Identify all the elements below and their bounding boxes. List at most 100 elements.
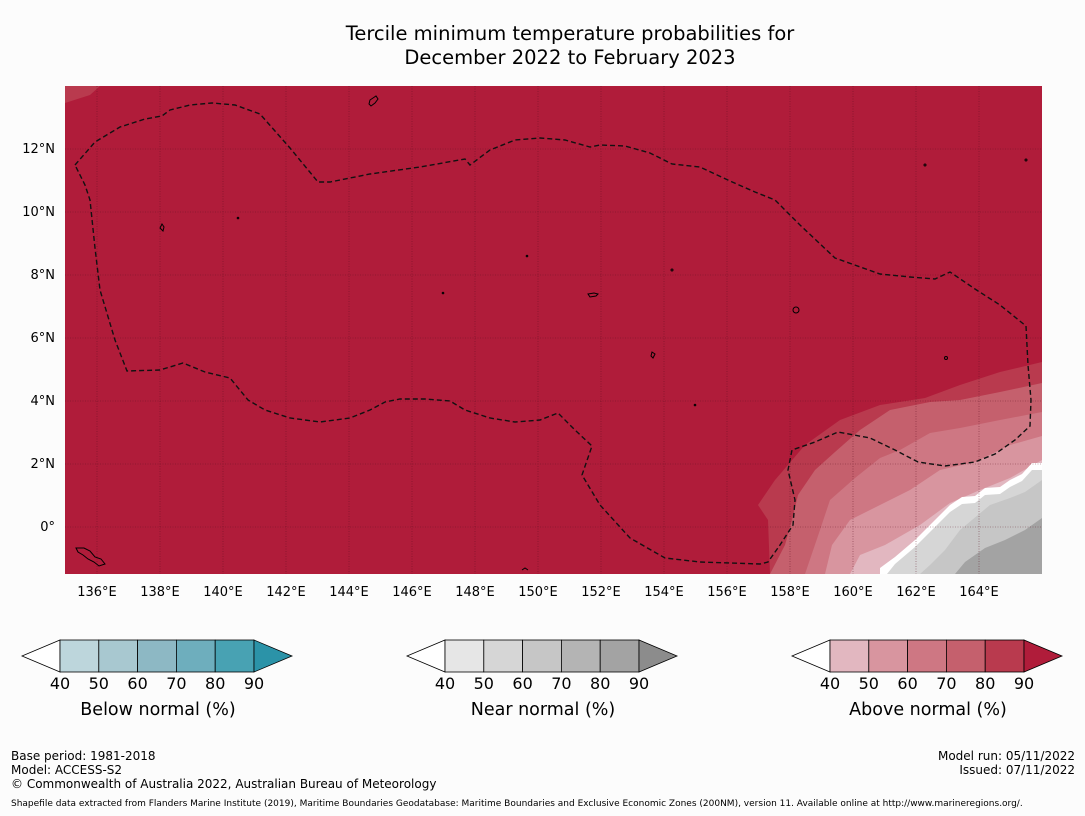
lon-label: 138°E [140,585,180,600]
colorbar-extend-high [253,639,294,673]
lon-label: 154°E [644,585,684,600]
lon-label: 150°E [518,585,558,600]
chart-title: Tercile minimum temperature probabilitie… [60,22,1080,70]
lon-label: 164°E [959,585,999,600]
colorbar-segment [483,639,524,673]
colorbar-below-normal: 40 50 60 70 80 90 [20,639,294,693]
colorbar-segment [560,639,601,673]
colorbar-tick-label: 70 [936,674,956,693]
island [159,223,165,232]
lat-label: 0° [40,520,55,535]
colorbar-tick-label: 60 [127,674,147,693]
lon-label: 156°E [707,585,747,600]
colorbar-tick-label: 40 [820,674,840,693]
colorbar-segment [599,639,640,673]
footer-right: Model run: 05/11/2022 Issued: 07/11/2022 [938,749,1075,777]
below-normal-label: Below normal (%) [80,700,236,720]
island [75,547,106,567]
copyright: © Commonwealth of Australia 2022, Austra… [11,777,437,791]
longitude-labels: 136°E 138°E 140°E 142°E 144°E 146°E 148°… [77,585,999,600]
island [441,291,445,295]
colorbar-tick-label: 80 [975,674,995,693]
lon-label: 136°E [77,585,117,600]
island [792,306,800,314]
colorbar-segment [945,639,986,673]
island [587,292,599,298]
lon-label: 162°E [896,585,936,600]
above-normal-80-patch [65,86,100,103]
shapefile-attribution: Shapefile data extracted from Flanders M… [11,799,1023,809]
colorbar-tick-label: 70 [551,674,571,693]
colorbar-tick-label: 70 [166,674,186,693]
title-line-2: December 2022 to February 2023 [404,46,736,69]
colorbar-extend-high [1023,639,1064,673]
lon-label: 146°E [392,585,432,600]
lon-label: 140°E [203,585,243,600]
colorbar-segment [59,639,100,673]
issued-date: Issued: 07/11/2022 [959,763,1075,777]
colorbar-tick-label: 50 [859,674,879,693]
model-run: Model run: 05/11/2022 [937,749,1075,763]
colorbar-tick-label: 80 [590,674,610,693]
colorbar-tick-label: 50 [474,674,494,693]
near-normal-label: Near normal (%) [470,700,616,720]
lat-label: 10°N [22,205,55,220]
island [525,254,529,258]
colorbar-segment [522,639,562,673]
colorbar-segment [907,639,947,673]
island [923,163,927,167]
lat-label: 2°N [31,457,56,472]
colorbar-extend-low [790,639,831,673]
model-name: Model: ACCESS-S2 [11,763,123,777]
colorbar-tick-label: 90 [1014,674,1034,693]
lon-label: 160°E [833,585,873,600]
island [670,268,674,272]
colorbar-tick-label: 90 [244,674,264,693]
lat-label: 8°N [31,268,56,283]
colorbar-tick-label: 40 [435,674,455,693]
colorbar-segment [984,639,1025,673]
probability-map: 12°N 10°N 8°N 6°N 4°N 2°N 0° 136°E 138°E… [22,86,1042,600]
graticule [65,86,1042,574]
island [521,567,529,571]
colorbar-near-normal: 40 50 60 70 80 90 [405,639,679,693]
colorbar-segment [829,639,870,673]
lon-label: 148°E [455,585,495,600]
island [693,403,697,407]
colorbar-segment [214,639,255,673]
lon-label: 142°E [266,585,306,600]
near-normal-80-region [955,518,1042,574]
lat-label: 4°N [31,394,56,409]
lon-label: 158°E [770,585,810,600]
colorbar-segment [137,639,177,673]
island [944,356,948,360]
colorbar-segment [444,639,485,673]
eez-boundary-dashed [74,102,1032,565]
colorbar-segment [98,639,139,673]
colorbar-tick-label: 40 [50,674,70,693]
island [236,216,240,220]
island [1024,158,1028,162]
colorbar-tick-label: 90 [629,674,649,693]
colorbar-above-normal: 40 50 60 70 80 90 [790,639,1064,693]
island [368,95,379,107]
colorbar-extend-low [20,639,61,673]
lat-label: 6°N [31,331,56,346]
colorbar-extend-high [638,639,679,673]
colorbar-tick-label: 80 [205,674,225,693]
latitude-labels: 12°N 10°N 8°N 6°N 4°N 2°N 0° [22,142,55,535]
lon-label: 144°E [329,585,369,600]
footer-left: Base period: 1981-2018 Model: ACCESS-S2 … [11,749,436,791]
colorbar-segment [868,639,909,673]
title-line-1: Tercile minimum temperature probabilitie… [345,22,795,45]
colorbar-extend-low [405,639,446,673]
lon-label: 152°E [581,585,621,600]
island [650,351,656,359]
colorbar-segment [175,639,216,673]
islands [75,95,1028,571]
colorbar-tick-label: 60 [512,674,532,693]
colorbar-tick-label: 50 [89,674,109,693]
base-period: Base period: 1981-2018 [11,749,156,763]
above-normal-label: Above normal (%) [849,700,1007,720]
colorbar-tick-label: 60 [897,674,917,693]
